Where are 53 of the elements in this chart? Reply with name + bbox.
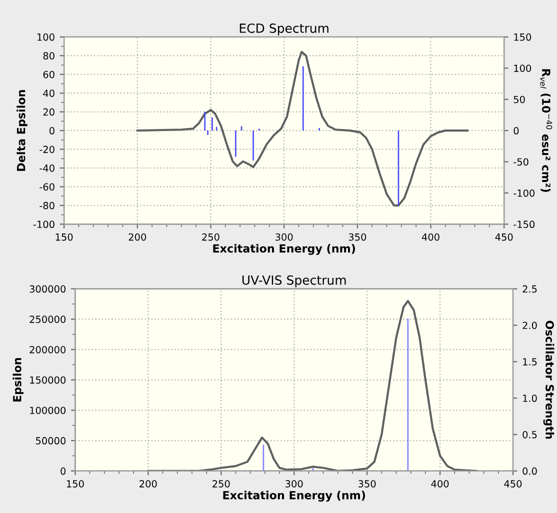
x-tick-label: 450 bbox=[504, 480, 522, 488]
x-tick-label: 400 bbox=[422, 233, 440, 241]
y-tick-label: 250000 bbox=[30, 316, 66, 324]
x-tick-label: 200 bbox=[140, 480, 157, 488]
y-tick-label: 80 bbox=[43, 52, 54, 60]
y-tick-label: 150000 bbox=[30, 376, 66, 384]
x-tick-label: 200 bbox=[128, 233, 146, 241]
y-tick-label: 0 bbox=[60, 467, 66, 475]
y2-tick-label: 0.5 bbox=[522, 430, 537, 438]
x-tick-label: 450 bbox=[495, 233, 513, 241]
y2-tick-label: 2.5 bbox=[522, 285, 537, 293]
y2-tick-label: -50 bbox=[514, 158, 528, 166]
y-tick-label: 0 bbox=[49, 127, 54, 134]
y-tick-label: -40 bbox=[40, 164, 54, 172]
x-tick-label: 150 bbox=[66, 480, 84, 488]
y2-tick-label: 1.0 bbox=[523, 394, 537, 402]
y2-tick-label: 150 bbox=[514, 33, 532, 41]
x-tick-label: 350 bbox=[348, 233, 366, 241]
y-tick-label: -20 bbox=[40, 146, 54, 154]
y-tick-label: 40 bbox=[43, 90, 54, 97]
y2-tick-label: 2.0 bbox=[522, 322, 537, 330]
y-axis-title: Epsilon bbox=[12, 358, 24, 402]
x-axis-title: Excitation Energy (nm) bbox=[213, 244, 355, 255]
y-tick-label: -100 bbox=[33, 220, 54, 228]
y2-tick-label: -100 bbox=[514, 189, 535, 197]
y2-tick-label: 0 bbox=[514, 127, 519, 134]
x-tick-label: 300 bbox=[276, 233, 293, 241]
y-tick-label: 200000 bbox=[30, 346, 66, 354]
x-tick-label: 150 bbox=[56, 233, 73, 241]
y-tick-label: 60 bbox=[43, 70, 54, 78]
y-axis-title: Delta Epsilon bbox=[16, 90, 28, 171]
x-tick-label: 350 bbox=[358, 480, 376, 488]
x-tick-label: 300 bbox=[286, 480, 303, 488]
x-tick-label: 250 bbox=[212, 480, 230, 488]
y-tick-label: 20 bbox=[43, 108, 54, 116]
y2-tick-label: 100 bbox=[514, 64, 532, 72]
y2-tick-label: 0.0 bbox=[522, 467, 537, 475]
x-axis-title: Excitation Energy (nm) bbox=[223, 490, 365, 502]
y-tick-label: 100 bbox=[38, 33, 54, 41]
y2-tick-label: -150 bbox=[514, 220, 535, 228]
y-tick-label: 300000 bbox=[30, 285, 66, 293]
x-tick-label: 250 bbox=[202, 233, 220, 241]
y-tick-label: -60 bbox=[40, 183, 54, 191]
y2-axis-title: R$_{vel}$ (10$^{−40}$ esu² cm²) bbox=[540, 69, 552, 192]
x-tick-label: 400 bbox=[431, 480, 449, 488]
y-tick-label: 50000 bbox=[36, 437, 66, 444]
y2-tick-label: 50 bbox=[514, 96, 525, 104]
chart-title: UV-VIS Spectrum bbox=[242, 275, 346, 288]
y-tick-label: 100000 bbox=[30, 406, 66, 414]
y2-tick-label: 1.5 bbox=[523, 358, 537, 366]
y2-axis-title: Oscillator Strength bbox=[543, 320, 554, 439]
chart-title: ECD Spectrum bbox=[240, 23, 328, 36]
y-tick-label: -80 bbox=[40, 202, 54, 210]
